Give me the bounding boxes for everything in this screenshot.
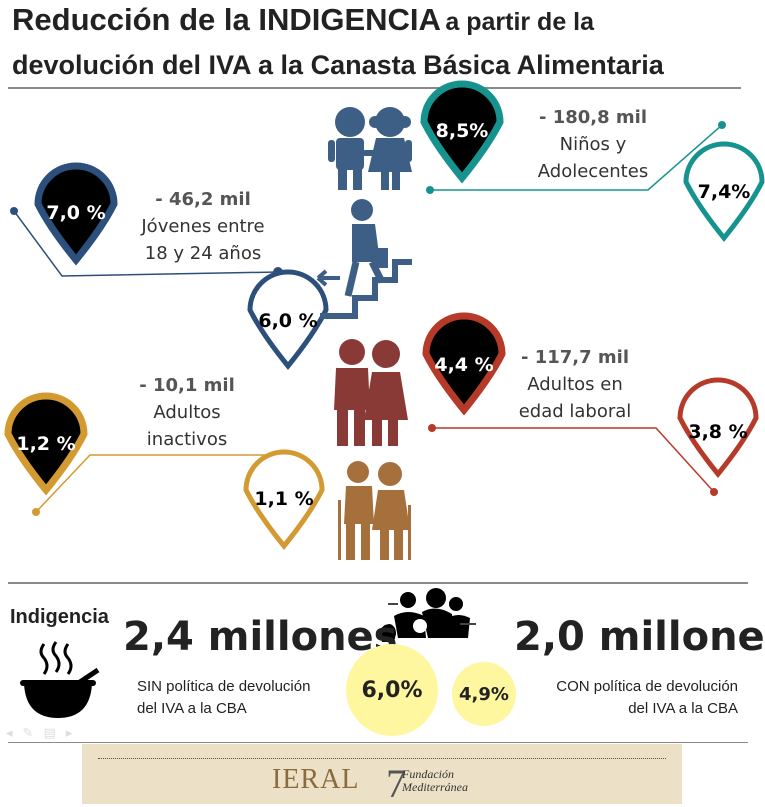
jovenes-label-2: 18 y 24 años [144,243,262,264]
jovenes-amount: - 46,2 mil [155,189,251,210]
footer-dotted-line [98,758,666,759]
ninos-amount: - 180,8 mil [538,107,648,128]
pin-percent-label: 8,5% [436,120,489,142]
pin-percent-label: 6,0 % [258,310,317,332]
pin-percent-label: 1,2 % [16,433,75,455]
inactivos-amount: - 10,1 mil [139,375,235,396]
adults-icon [334,339,408,446]
jovenes-connector-line [13,210,279,277]
footer-banner: IERAL 7 Fundación Mediterránea [82,744,682,806]
page-title: Reducción de la INDIGENCIA a partir de l… [12,2,594,38]
title-main: Reducción de la INDIGENCIA [12,2,441,37]
jovenes-dot-start [10,207,18,215]
prev-arrow-icon[interactable]: ◂ [6,726,23,741]
laboral-label-1: Adultos en [527,374,623,395]
inactivos-dot-start [32,508,40,516]
jovenes-pin-before: 7,0 % [38,166,114,260]
laboral-amount: - 117,7 mil [520,347,630,368]
menu-icon[interactable]: ▤ [43,726,66,741]
ieral-logo: IERAL [272,764,360,795]
laboral-pin-after: 3,8 % [680,380,756,474]
sin-note: SIN política de devolución del IVA a la … [137,676,347,720]
sin-note-line-1: SIN política de devolución [137,678,311,695]
con-note: CON política de devolución del IVA a la … [520,676,738,720]
page-subtitle: devolución del IVA a la Canasta Básica A… [12,50,664,80]
ninos-label-1: Niños y [559,134,627,155]
stairs-walker-icon [316,199,412,319]
ninos-pin-after: 7,4% [686,144,762,238]
sin-total: 2,4 millones [123,614,398,660]
inactivos-pin-after: 1,1 % [246,452,322,546]
ninos-label-2: Adolecentes [537,161,649,182]
pen-icon[interactable]: ✎ [22,726,44,741]
pin-percent-label: 3,8 % [688,421,747,443]
fundacion-line-1: Fundación [402,767,454,781]
con-percent: 4,9% [459,683,509,705]
con-note-line-1: CON política de devolución [556,678,738,695]
slide-nav-controls[interactable]: ◂✎▤▸ [6,726,82,741]
fundacion-logo: Fundación Mediterránea [402,768,468,794]
laboral-label-2: edad laboral [518,401,632,422]
inactivos-label-2: inactivos [146,429,228,450]
laboral-caption: - 117,7 mil Adultos en edad laboral [480,344,670,425]
inactivos-connector-line [35,454,302,513]
jovenes-pin-after: 6,0 % [250,272,326,366]
con-note-line-2: del IVA a la CBA [628,700,738,717]
ninos-pin-before: 8,5% [424,84,500,178]
pin-percent-label: 7,4% [698,181,751,203]
laboral-dot-end [710,488,718,496]
elderly-icon [338,461,411,560]
ninos-dot-end [718,121,726,129]
pin-percent-label: 1,1 % [254,488,313,510]
pin-percent-label: 7,0 % [46,202,105,224]
laboral-dot-start [428,424,436,432]
laboral-connector-line [432,427,715,493]
con-percent-circle: 4,9% [452,662,516,726]
ninos-caption: - 180,8 mil Niños y Adolecentes [498,104,688,185]
footer-divider [8,742,748,743]
inactivos-pin-before: 1,2 % [8,396,84,490]
inactivos-label-1: Adultos [153,402,221,423]
title-divider [8,87,741,89]
next-arrow-icon[interactable]: ▸ [65,726,83,741]
fundacion-line-2: Mediterránea [402,780,468,794]
jovenes-caption: - 46,2 mil Jóvenes entre 18 y 24 años [108,186,298,267]
sin-percent: 6,0% [361,677,423,703]
pin-percent-label: 4,4 % [434,354,493,376]
children-icon [328,107,412,190]
sin-percent-circle: 6,0% [346,644,438,736]
jovenes-label-1: Jóvenes entre [141,216,265,237]
fundacion-seven-mark: 7 [386,761,406,806]
title-suffix: a partir de la [445,8,595,36]
section-divider [8,582,748,584]
con-total: 2,0 millones [514,614,765,660]
ninos-dot-start [426,186,434,194]
infographic-graphic: 8,5% 7,0 % 4,4 % 1,2 % 7,4% 6,0 % 3,8 % … [0,0,765,560]
inactivos-caption: - 10,1 mil Adultos inactivos [92,372,282,453]
sin-note-line-2: del IVA a la CBA [137,700,247,717]
ninos-connector-line [430,124,723,191]
people-group-icon [380,588,476,642]
indigencia-label: Indigencia [10,606,109,628]
soup-pot-icon [20,641,100,718]
laboral-pin-before: 4,4 % [426,316,502,410]
